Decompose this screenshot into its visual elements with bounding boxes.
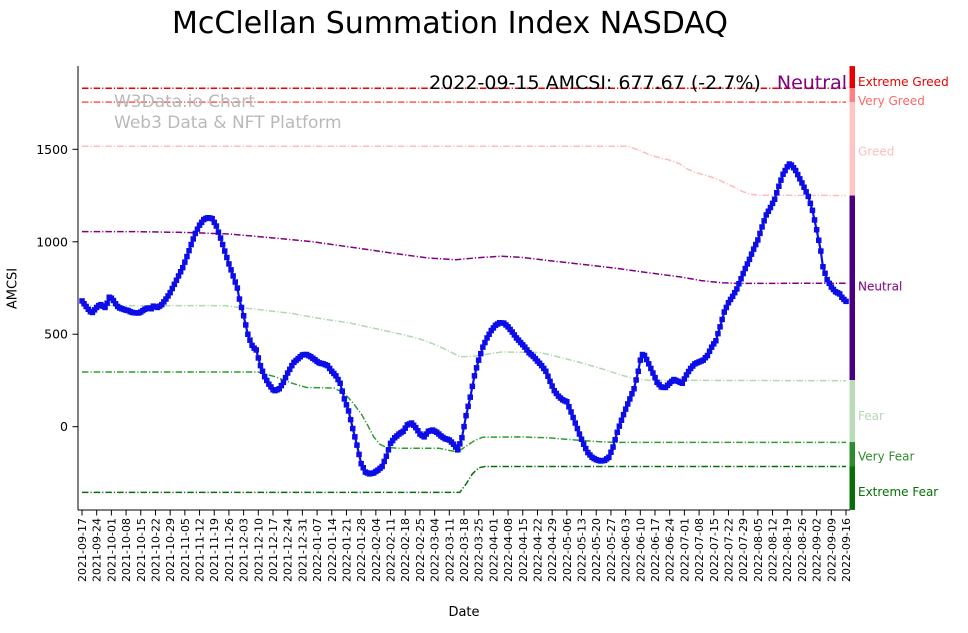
x-tick-label: 2022-04-08 bbox=[502, 518, 515, 582]
x-tick-label: 2022-07-22 bbox=[722, 518, 735, 582]
x-tick-label: 2022-03-25 bbox=[473, 518, 486, 582]
x-tick-label: 2022-02-18 bbox=[399, 518, 412, 582]
chart-title: McClellan Summation Index NASDAQ bbox=[172, 6, 728, 41]
latest-value-annotation: 2022-09-15 AMCSI: 677.67 (-2.7%) Neutral bbox=[429, 72, 847, 94]
y-tick-label: 1000 bbox=[36, 234, 68, 249]
zone-bar-fear bbox=[849, 380, 855, 443]
zone-label-extreme-fear: Extreme Fear bbox=[858, 485, 938, 499]
x-tick-label: 2021-12-10 bbox=[252, 518, 265, 582]
x-tick-label: 2022-09-02 bbox=[811, 518, 824, 582]
x-tick-label: 2021-09-24 bbox=[91, 518, 104, 582]
x-tick-label: 2022-07-08 bbox=[693, 518, 706, 582]
x-tick-label: 2022-02-25 bbox=[414, 518, 427, 582]
x-tick-label: 2021-12-03 bbox=[238, 518, 251, 582]
zone-label-greed: Greed bbox=[858, 145, 894, 159]
x-tick-label: 2022-01-07 bbox=[311, 518, 324, 582]
y-tick-label: 500 bbox=[44, 327, 68, 342]
x-tick-label: 2022-08-19 bbox=[781, 518, 794, 582]
x-tick-label: 2022-07-15 bbox=[708, 518, 721, 582]
sentiment-status-label: Neutral bbox=[776, 72, 847, 94]
level-line-fear bbox=[82, 304, 847, 382]
x-tick-label: 2021-12-31 bbox=[296, 518, 309, 582]
x-tick-label: 2021-12-17 bbox=[267, 518, 280, 582]
zone-bar-extreme-greed bbox=[849, 66, 855, 89]
y-tick-label: 0 bbox=[60, 419, 68, 434]
zone-label-very-fear: Very Fear bbox=[858, 450, 914, 464]
x-tick-label: 2021-11-19 bbox=[208, 518, 221, 582]
x-tick-label: 2022-06-24 bbox=[664, 518, 677, 582]
x-tick-label: 2022-07-01 bbox=[678, 518, 691, 582]
zone-label-very-greed: Very Greed bbox=[858, 94, 925, 108]
level-line-extreme-fear bbox=[82, 465, 846, 494]
x-tick-label: 2022-05-06 bbox=[561, 518, 574, 582]
x-tick-label: 2021-10-15 bbox=[135, 518, 148, 582]
x-tick-label: 2021-11-26 bbox=[223, 518, 236, 582]
x-tick-label: 2021-10-01 bbox=[105, 518, 118, 582]
x-tick-label: 2022-08-26 bbox=[796, 518, 809, 582]
zone-bar-neutral bbox=[849, 195, 855, 381]
watermark-line1: W3Data.io Chart bbox=[114, 92, 255, 112]
watermark: W3Data.io Chart Web3 Data & NFT Platform bbox=[114, 92, 342, 134]
x-tick-label: 2022-09-09 bbox=[825, 518, 838, 582]
y-axis-label: AMCSI bbox=[5, 267, 21, 310]
x-tick-label: 2022-05-27 bbox=[605, 518, 618, 582]
x-tick-label: 2022-05-13 bbox=[576, 518, 589, 582]
amcsi-markers bbox=[79, 161, 849, 477]
level-line-very-fear bbox=[82, 371, 846, 453]
zone-bar-extreme-fear bbox=[849, 466, 855, 510]
x-tick-label: 2022-08-12 bbox=[767, 518, 780, 582]
x-tick-label: 2022-06-17 bbox=[649, 518, 662, 582]
x-tick-label: 2022-01-28 bbox=[355, 518, 368, 582]
x-tick-label: 2022-06-10 bbox=[634, 518, 647, 582]
x-tick-label: 2022-03-18 bbox=[458, 518, 471, 582]
x-tick-label: 2022-01-21 bbox=[340, 518, 353, 582]
x-tick-label: 2021-10-29 bbox=[164, 518, 177, 582]
x-tick-label: 2022-05-20 bbox=[590, 518, 603, 582]
x-tick-label: 2021-10-08 bbox=[120, 518, 133, 582]
x-tick-label: 2021-09-17 bbox=[76, 518, 89, 582]
x-tick-label: 2022-02-11 bbox=[385, 518, 398, 582]
x-tick-label: 2022-04-29 bbox=[546, 518, 559, 582]
x-tick-label: 2022-04-01 bbox=[487, 518, 500, 582]
x-tick-label: 2021-12-24 bbox=[282, 518, 295, 582]
zone-bar-very-greed bbox=[849, 88, 855, 103]
x-tick-label: 2022-01-14 bbox=[326, 518, 339, 582]
zone-label-neutral: Neutral bbox=[858, 280, 902, 294]
x-tick-label: 2022-02-04 bbox=[370, 518, 383, 582]
x-tick-label: 2022-08-05 bbox=[752, 518, 765, 582]
x-tick-label: 2022-07-29 bbox=[737, 518, 750, 582]
x-tick-label: 2021-11-12 bbox=[194, 518, 207, 582]
x-axis-label: Date bbox=[448, 605, 480, 620]
x-tick-label: 2022-04-22 bbox=[531, 518, 544, 582]
x-tick-label: 2022-09-16 bbox=[840, 518, 853, 582]
y-tick-label: 1500 bbox=[36, 142, 68, 157]
watermark-line2: Web3 Data & NFT Platform bbox=[114, 113, 342, 133]
x-tick-label: 2022-03-04 bbox=[429, 518, 442, 582]
zone-label-fear: Fear bbox=[858, 409, 884, 423]
level-line-greed bbox=[82, 145, 847, 197]
latest-value-text: 2022-09-15 AMCSI: 677.67 (-2.7%) bbox=[429, 72, 761, 94]
x-tick-label: 2022-06-03 bbox=[620, 518, 633, 582]
x-tick-label: 2022-04-15 bbox=[517, 518, 530, 582]
level-line-neutral bbox=[82, 230, 847, 285]
x-tick-label: 2022-03-11 bbox=[443, 518, 456, 582]
zone-bar-greed bbox=[849, 102, 855, 196]
x-tick-label: 2021-11-05 bbox=[179, 518, 192, 582]
x-tick-label: 2021-10-22 bbox=[149, 518, 162, 582]
zone-bar-very-fear bbox=[849, 442, 855, 467]
zone-label-extreme-greed: Extreme Greed bbox=[858, 75, 949, 89]
